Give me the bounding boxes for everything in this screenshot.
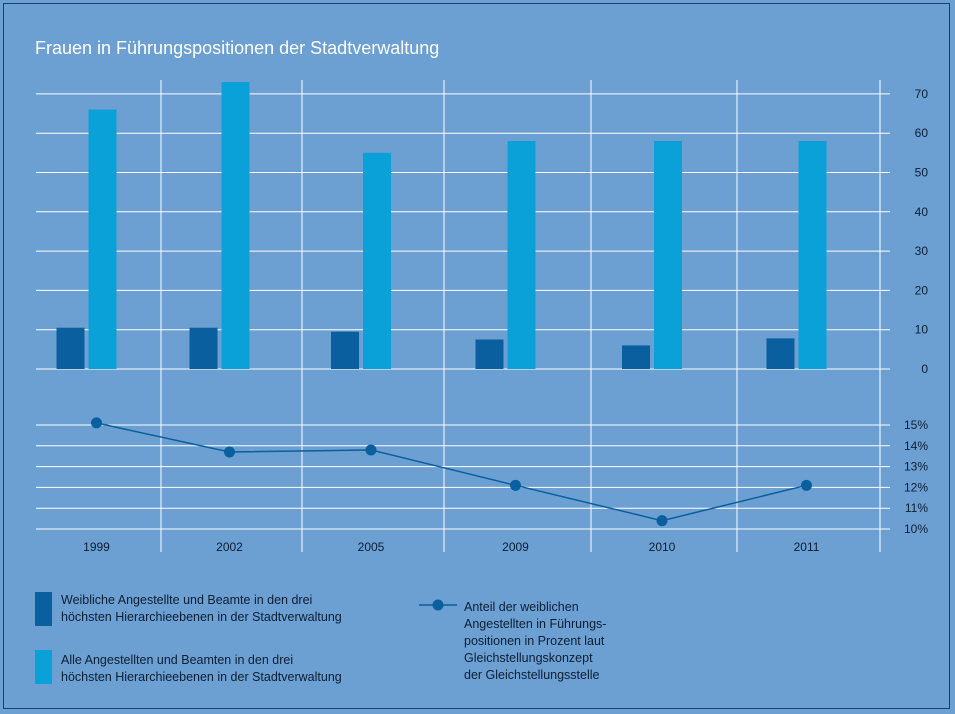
bar-dark: [766, 338, 795, 369]
legend-line-line-4: Gleichstellungskonzept: [464, 651, 593, 665]
x-tick-label: 2005: [358, 540, 385, 554]
bar-dark: [189, 327, 218, 369]
bar-light: [654, 141, 682, 369]
line-y-tick-label: 15%: [904, 418, 928, 432]
bar-dark: [475, 339, 504, 369]
x-tick-label: 2009: [502, 540, 529, 554]
legend-light-bar-line-2: höchsten Hierarchieebenen in der Stadtve…: [61, 670, 342, 684]
legend-dark-bar-swatch: [35, 592, 52, 626]
legend-line-line-2: Angestellten in Führungs-: [464, 617, 607, 631]
line-point: [510, 479, 521, 491]
line-point: [91, 417, 102, 429]
legend-line-line-5: der Gleichstellungsstelle: [464, 668, 600, 682]
x-tick-label: 2002: [216, 540, 243, 554]
legend-light-bar-swatch: [35, 650, 52, 684]
bar-y-tick-label: 20: [915, 283, 929, 297]
chart-frame: [3, 3, 950, 709]
x-tick-label: 2011: [794, 540, 820, 554]
line-y-tick-label: 13%: [904, 460, 928, 474]
legend-line-line-1: Anteil der weiblichen: [464, 600, 579, 614]
legend-dark-bar-line-2: höchsten Hierarchieebenen in der Stadtve…: [61, 610, 342, 624]
bar-light: [88, 109, 117, 370]
legend-dark-bar-line-1: Weibliche Angestellte und Beamte in den …: [61, 593, 313, 607]
line-point: [224, 446, 235, 458]
line-point: [656, 515, 668, 527]
bar-y-tick-label: 50: [915, 166, 929, 180]
line-y-tick-label: 12%: [904, 480, 928, 494]
bar-light: [798, 141, 827, 369]
legend-dark-bar-label: Weibliche Angestellte und Beamte in den …: [61, 592, 371, 626]
legend-light-bar-label: Alle Angestellten und Beamten in den dre…: [61, 652, 371, 686]
legend-line-line-3: positionen in Prozent laut: [464, 634, 605, 648]
bar-light: [363, 152, 391, 369]
bar-y-tick-label: 70: [915, 87, 929, 101]
bar-y-tick-label: 40: [915, 205, 929, 219]
bar-light: [221, 82, 250, 370]
bar-dark: [331, 331, 359, 369]
line-y-tick-label: 11%: [905, 501, 928, 515]
chart-title: Frauen in Führungspositionen der Stadtve…: [35, 38, 440, 58]
line-y-tick-label: 14%: [904, 439, 928, 453]
bar-light: [507, 141, 536, 369]
legend-line-swatch: [419, 599, 457, 611]
bar-dark: [56, 327, 85, 369]
x-tick-label: 1999: [83, 540, 110, 554]
line-point: [365, 444, 377, 456]
x-tick-label: 2010: [649, 540, 676, 554]
bar-y-tick-label: 0: [921, 362, 928, 376]
legend-light-bar-line-1: Alle Angestellten und Beamten in den dre…: [61, 653, 294, 667]
bar-y-tick-label: 60: [915, 126, 929, 140]
line-series: [96, 422, 807, 522]
bar-y-tick-label: 30: [915, 244, 929, 258]
bar-y-tick-label: 10: [915, 323, 929, 337]
bar-dark: [622, 345, 650, 369]
legend-line-label: Anteil der weiblichen Angestellten in Fü…: [464, 599, 664, 684]
line-point: [801, 479, 812, 491]
line-y-tick-label: 10%: [904, 522, 928, 536]
